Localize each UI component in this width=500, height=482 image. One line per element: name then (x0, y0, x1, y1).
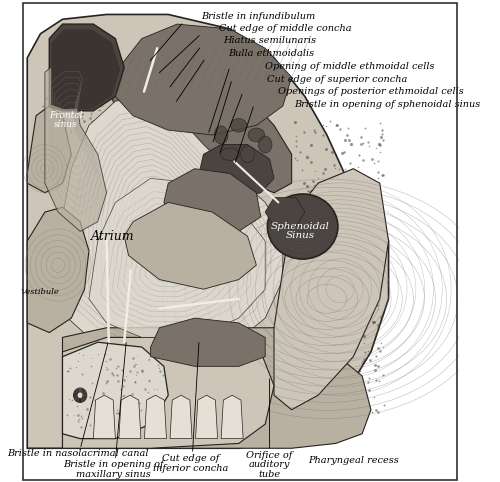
Polygon shape (265, 198, 305, 227)
Polygon shape (28, 106, 72, 193)
Text: Bristle in opening of: Bristle in opening of (63, 460, 164, 469)
Polygon shape (221, 395, 243, 439)
Text: Sphenoidal: Sphenoidal (271, 222, 330, 231)
Text: Atrium: Atrium (92, 230, 135, 242)
Text: Bristle in nasolacrimal canal: Bristle in nasolacrimal canal (7, 449, 148, 457)
Polygon shape (116, 24, 292, 135)
Polygon shape (164, 169, 261, 236)
Ellipse shape (220, 148, 240, 161)
Text: Hiatus semilunaris: Hiatus semilunaris (224, 37, 316, 45)
Polygon shape (28, 14, 388, 448)
Polygon shape (62, 337, 274, 448)
Ellipse shape (248, 128, 264, 142)
Polygon shape (62, 328, 371, 448)
Text: Openings of posterior ethmoidal cells: Openings of posterior ethmoidal cells (278, 87, 464, 96)
Text: maxillary sinus: maxillary sinus (76, 470, 150, 479)
Text: Vestibule: Vestibule (20, 288, 59, 295)
Polygon shape (196, 395, 218, 439)
Polygon shape (124, 202, 256, 289)
Ellipse shape (230, 119, 247, 132)
Polygon shape (150, 318, 265, 366)
Text: tube: tube (258, 470, 280, 479)
Text: Bristle in infundibulum: Bristle in infundibulum (202, 13, 316, 21)
Polygon shape (28, 207, 89, 333)
Ellipse shape (268, 194, 338, 259)
Polygon shape (62, 342, 168, 439)
Text: Sinus: Sinus (286, 231, 315, 240)
Text: Bristle in opening of sphenoidal sinus: Bristle in opening of sphenoidal sinus (294, 100, 480, 108)
Text: Bulla ethmoidalis: Bulla ethmoidalis (228, 49, 314, 57)
Polygon shape (274, 169, 388, 410)
Text: sinus: sinus (54, 120, 78, 129)
Polygon shape (170, 395, 192, 439)
Text: Cut edge of: Cut edge of (162, 455, 219, 463)
Text: Cut edge of superior concha: Cut edge of superior concha (268, 75, 408, 83)
Polygon shape (89, 178, 265, 337)
Ellipse shape (214, 126, 228, 144)
Text: Pharyngeal recess: Pharyngeal recess (308, 456, 398, 465)
Ellipse shape (240, 146, 254, 162)
Text: Frontal: Frontal (50, 111, 83, 120)
Polygon shape (144, 395, 167, 439)
Polygon shape (94, 395, 116, 439)
Text: Orifice of: Orifice of (246, 451, 293, 459)
Polygon shape (199, 145, 274, 198)
Ellipse shape (258, 136, 272, 153)
Text: inferior concha: inferior concha (152, 464, 228, 473)
Text: Cut edge of middle concha: Cut edge of middle concha (219, 25, 352, 33)
Polygon shape (106, 48, 292, 193)
Polygon shape (119, 395, 141, 439)
Polygon shape (50, 24, 124, 111)
Polygon shape (45, 58, 106, 231)
Polygon shape (51, 29, 120, 109)
Polygon shape (62, 96, 283, 362)
Text: Opening of middle ethmoidal cells: Opening of middle ethmoidal cells (265, 62, 434, 71)
Text: auditory: auditory (249, 460, 290, 469)
